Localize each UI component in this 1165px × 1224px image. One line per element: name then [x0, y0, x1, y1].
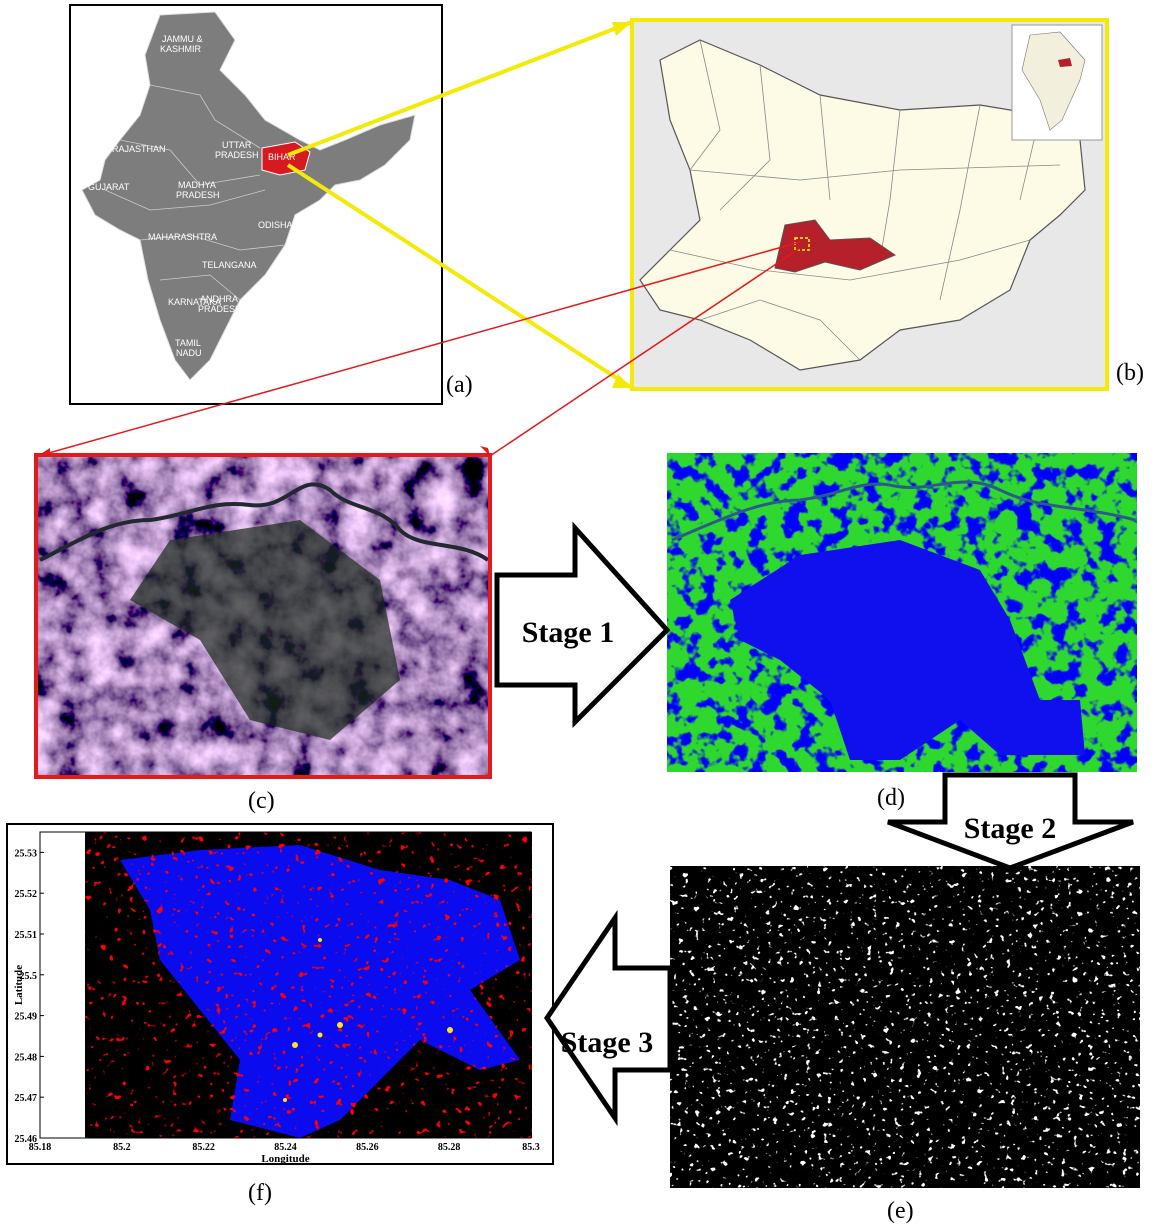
district-highlight [774, 219, 897, 273]
dark-region [130, 520, 400, 740]
arrow-head [612, 374, 632, 388]
blue-class [730, 540, 1085, 760]
map-label: KASHMIR [160, 44, 202, 54]
map-label: PRADESH [215, 150, 259, 160]
map-label: BIHAR [268, 152, 296, 162]
map-label: RAJASTHAN [112, 144, 166, 154]
y-tick-label: 25.51 [15, 930, 38, 941]
river [671, 480, 1136, 542]
zoom-line [37, 241, 801, 457]
map-label: TELANGANA [202, 260, 257, 270]
y-tick-label: 25.48 [15, 1052, 38, 1063]
x-axis-label: Longitude [261, 1153, 309, 1165]
map-label: TAMIL [175, 338, 201, 348]
map-label: MAHARASHTRA [148, 232, 217, 242]
x-tick-label: 85.18 [29, 1142, 52, 1153]
panel-label: (b) [1116, 360, 1144, 386]
panel-label: (a) [446, 372, 473, 398]
panel-c-frame [34, 453, 492, 779]
x-tick-label: 85.28 [438, 1142, 461, 1153]
binary-speckles [670, 866, 1140, 1188]
map-label: PRADESH [176, 190, 220, 200]
state-borders [104, 84, 286, 301]
india-map [81, 11, 416, 381]
panel-b-frame [630, 18, 1109, 391]
map-label: GUJARAT [88, 182, 130, 192]
y-tick-label: 25.47 [15, 1093, 38, 1104]
map-label: PRADESH [198, 304, 242, 314]
inset-bihar [1058, 58, 1072, 67]
map-label: ANDHRA [200, 294, 238, 304]
y-axis-label: Latitude [13, 965, 25, 1005]
x-tick-label: 85.3 [522, 1142, 540, 1153]
stage-label: Stage 1 [522, 616, 615, 649]
x-tick-label: 85.24 [274, 1142, 297, 1153]
arrow-head [612, 22, 632, 36]
panel-label: (f) [248, 1180, 272, 1206]
y-tick-label: 25.52 [15, 889, 38, 900]
zoom-line [287, 20, 633, 157]
map-label: KARNATAKA [168, 297, 221, 307]
panel-label: (c) [248, 788, 275, 814]
map-label: ODISHA [258, 220, 293, 230]
x-tick-label: 85.2 [113, 1142, 131, 1153]
y-tick-label: 25.53 [15, 848, 38, 859]
map-label: NADU [176, 348, 202, 358]
inset-india [1021, 31, 1086, 131]
stage-label: Stage 2 [964, 812, 1057, 845]
x-tick-label: 85.22 [192, 1142, 215, 1153]
y-tick-label: 25.5 [20, 971, 38, 982]
x-tick-label: 85.26 [356, 1142, 379, 1153]
zoom-line [286, 163, 634, 390]
stage-arrow [887, 772, 1134, 871]
stage-arrow [543, 909, 673, 1127]
map-label: JAMMU & [162, 34, 203, 44]
map-label: MADHYA [178, 180, 216, 190]
stage-arrow [494, 521, 671, 729]
red-detections [85, 832, 532, 1138]
panel-label: (e) [887, 1198, 914, 1224]
plot-axes: 85.18 85.2 85.22 85.24 85.26 85.28 85.3 25.46 25… [13, 831, 540, 1165]
map-label: UTTAR [222, 140, 252, 150]
yellow-detections [283, 938, 453, 1102]
y-tick-label: 25.49 [15, 1012, 38, 1023]
panel-label: (d) [877, 785, 905, 811]
river [39, 482, 490, 562]
y-tick-label: 25.46 [15, 1134, 38, 1145]
stage-label: Stage 3 [561, 1026, 654, 1059]
zoom-line [489, 247, 801, 457]
